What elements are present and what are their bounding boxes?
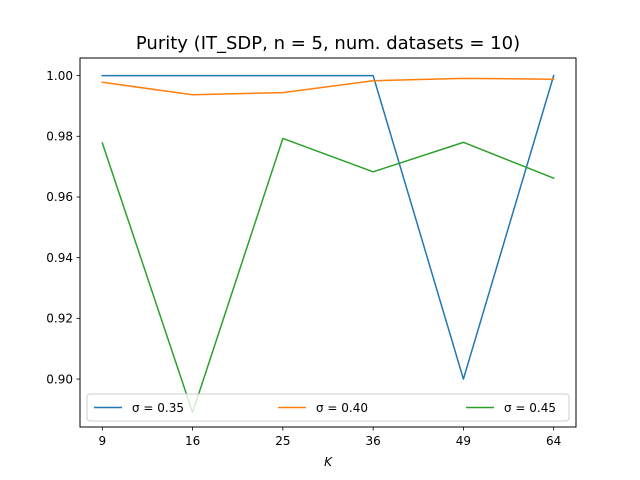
y-tick-label: 1.00 <box>46 69 73 83</box>
chart-title: Purity (IT_SDP, n = 5, num. datasets = 1… <box>136 33 520 54</box>
y-tick-label: 0.92 <box>46 312 73 326</box>
y-tick-label: 0.98 <box>46 129 73 143</box>
legend-label-2: σ = 0.45 <box>504 401 556 415</box>
y-tick-label: 0.96 <box>46 190 73 204</box>
legend-label-1: σ = 0.40 <box>316 401 368 415</box>
x-tick-label: 64 <box>546 434 561 448</box>
plot-frame <box>79 57 577 428</box>
x-tick-label: 49 <box>456 434 471 448</box>
y-axis: 0.90 0.92 0.94 0.96 0.98 1.00 <box>46 69 80 386</box>
x-axis-label: K <box>324 455 333 469</box>
x-axis: 9 16 25 36 49 64 <box>98 427 561 448</box>
series-line-2 <box>101 137 555 414</box>
x-tick-label: 16 <box>185 434 200 448</box>
y-tick-label: 0.94 <box>46 251 73 265</box>
legend-label-0: σ = 0.35 <box>132 401 184 415</box>
x-tick-label: 25 <box>275 434 290 448</box>
legend: σ = 0.35 σ = 0.40 σ = 0.45 <box>86 393 570 422</box>
y-tick-label: 0.90 <box>46 372 73 386</box>
x-tick-label: 9 <box>98 434 106 448</box>
series-layer <box>101 74 555 414</box>
legend-frame <box>86 393 570 422</box>
x-tick-label: 36 <box>365 434 380 448</box>
series-line-1 <box>101 77 555 96</box>
series-line-0 <box>101 74 555 380</box>
